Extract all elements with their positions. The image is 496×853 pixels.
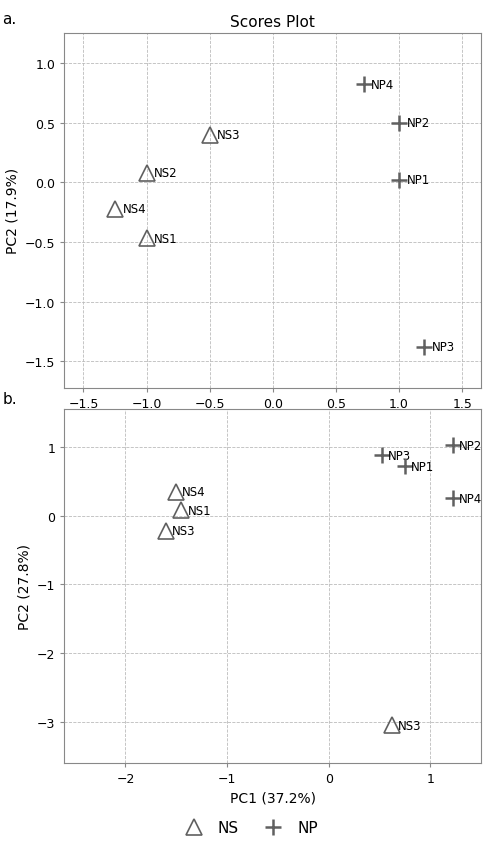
Text: NP1: NP1 xyxy=(407,174,430,187)
Legend: NS, NP: NS, NP xyxy=(172,814,324,841)
Text: NP4: NP4 xyxy=(372,78,394,92)
Text: NS3: NS3 xyxy=(217,129,241,142)
Text: NP2: NP2 xyxy=(459,439,482,452)
Text: NS1: NS1 xyxy=(154,233,178,246)
Text: NP4: NP4 xyxy=(459,492,482,505)
Text: NP3: NP3 xyxy=(432,341,455,354)
Text: b.: b. xyxy=(2,392,17,407)
X-axis label: PC1 (37.2%): PC1 (37.2%) xyxy=(230,791,316,805)
Y-axis label: PC2 (27.8%): PC2 (27.8%) xyxy=(17,543,32,630)
Text: NS2: NS2 xyxy=(154,167,178,180)
Text: NS1: NS1 xyxy=(187,504,211,517)
Text: a.: a. xyxy=(2,12,17,27)
Text: NP1: NP1 xyxy=(411,460,434,473)
Text: NS4: NS4 xyxy=(123,203,146,216)
Text: NS4: NS4 xyxy=(183,485,206,498)
Text: NP2: NP2 xyxy=(407,117,430,130)
Title: Scores Plot: Scores Plot xyxy=(230,15,315,30)
Text: NS3: NS3 xyxy=(398,719,421,732)
Y-axis label: PC2 (17.9%): PC2 (17.9%) xyxy=(5,168,19,254)
Text: NS3: NS3 xyxy=(172,525,196,537)
Text: NP3: NP3 xyxy=(388,449,411,462)
X-axis label: PC1 (41.9%): PC1 (41.9%) xyxy=(230,415,316,430)
